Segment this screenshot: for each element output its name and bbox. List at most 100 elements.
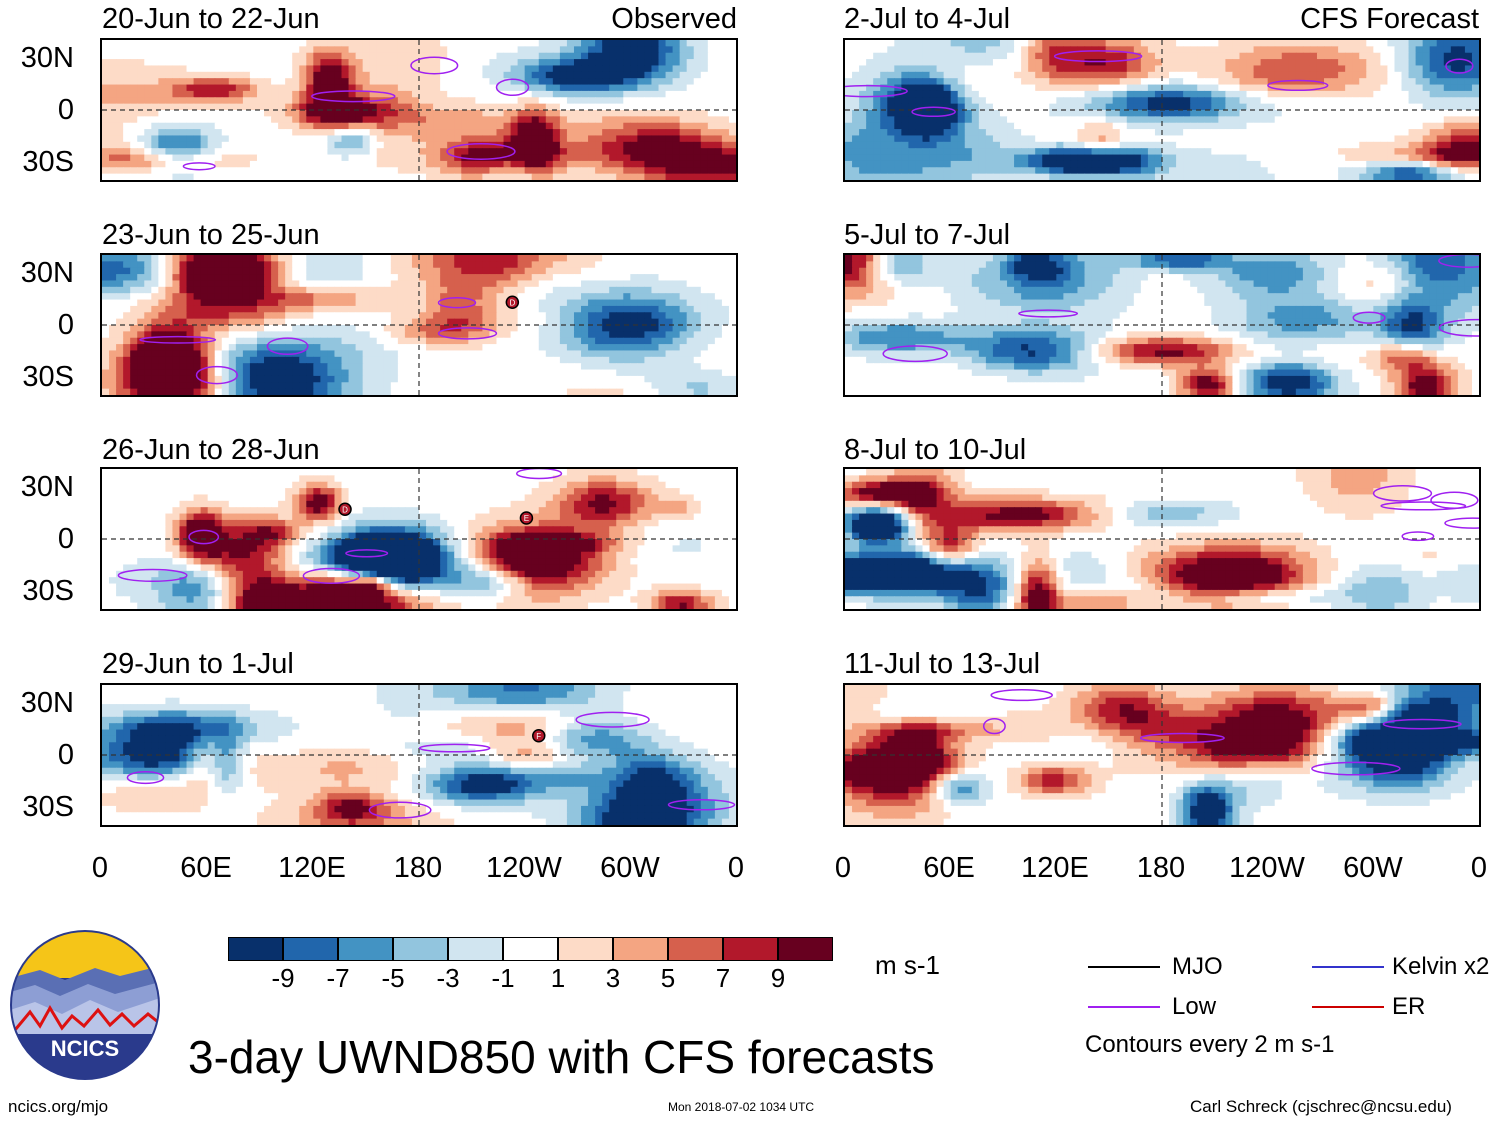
heatmap-cell bbox=[496, 267, 505, 275]
heatmap-cell bbox=[630, 299, 638, 307]
heatmap-cell bbox=[630, 71, 638, 79]
heatmap-cell bbox=[658, 481, 667, 489]
heatmap-cell bbox=[440, 116, 448, 124]
heatmap-cell bbox=[595, 382, 603, 390]
heatmap-cell bbox=[595, 350, 603, 358]
heatmap-cell bbox=[123, 481, 131, 489]
heatmap-cell bbox=[137, 481, 145, 489]
heatmap-cell bbox=[609, 148, 617, 156]
heatmap-cell bbox=[482, 141, 491, 149]
heatmap-cell bbox=[433, 135, 441, 143]
heatmap-cell bbox=[271, 261, 279, 269]
heatmap-cell bbox=[228, 160, 237, 168]
heatmap-cell bbox=[482, 375, 491, 383]
heatmap-cell bbox=[454, 255, 462, 262]
heatmap-cell bbox=[123, 488, 131, 496]
heatmap-cell bbox=[109, 475, 117, 483]
heatmap-cell bbox=[151, 46, 159, 54]
heatmap-cell bbox=[588, 293, 596, 301]
heatmap-cell bbox=[109, 154, 117, 162]
heatmap-cell bbox=[426, 500, 434, 508]
heatmap-cell bbox=[545, 52, 554, 60]
heatmap-cell bbox=[158, 84, 166, 92]
heatmap-cell bbox=[545, 382, 554, 390]
heatmap-cell bbox=[468, 475, 476, 483]
heatmap-cell bbox=[503, 274, 512, 282]
heatmap-cell bbox=[595, 369, 603, 377]
heatmap-cell bbox=[426, 350, 434, 358]
heatmap-cell bbox=[299, 356, 307, 364]
heatmap-cell bbox=[355, 255, 364, 262]
heatmap-cell bbox=[426, 519, 434, 527]
heatmap-cell bbox=[447, 356, 455, 364]
heatmap-cell bbox=[264, 331, 272, 339]
heatmap-cell bbox=[348, 337, 357, 345]
heatmap-cell bbox=[426, 122, 434, 130]
heatmap-cell bbox=[489, 382, 498, 390]
heatmap-cell bbox=[707, 312, 716, 320]
heatmap-cell bbox=[292, 167, 300, 175]
heatmap-cell bbox=[306, 382, 314, 390]
heatmap-cell bbox=[433, 363, 441, 371]
heatmap-cell bbox=[193, 59, 202, 67]
heatmap-cell bbox=[433, 103, 441, 111]
heatmap-cell bbox=[341, 267, 350, 275]
heatmap-cell bbox=[397, 116, 406, 124]
heatmap-cell bbox=[390, 519, 399, 527]
heatmap-cell bbox=[721, 52, 730, 60]
heatmap-cell bbox=[376, 286, 385, 294]
heatmap-cell bbox=[686, 305, 695, 313]
heatmap-cell bbox=[200, 84, 209, 92]
heatmap-cell bbox=[264, 274, 272, 282]
heatmap-cell bbox=[630, 312, 638, 320]
heatmap-cell bbox=[137, 141, 145, 149]
heatmap-cell bbox=[404, 71, 413, 79]
heatmap-cell bbox=[616, 325, 624, 332]
heatmap-cell bbox=[721, 388, 730, 395]
heatmap-cell bbox=[341, 135, 350, 143]
heatmap-cell bbox=[313, 160, 321, 168]
heatmap-cell bbox=[214, 526, 223, 534]
heatmap-cell bbox=[200, 513, 209, 521]
heatmap-cell bbox=[531, 494, 540, 502]
heatmap-cell bbox=[369, 286, 378, 294]
heatmap-cell bbox=[482, 148, 491, 156]
heatmap-cell bbox=[581, 65, 589, 73]
heatmap-cell bbox=[109, 363, 117, 371]
heatmap-cell bbox=[341, 65, 350, 73]
heatmap-cell bbox=[672, 363, 681, 371]
heatmap-cell bbox=[672, 160, 681, 168]
heatmap-cell bbox=[404, 318, 413, 326]
heatmap-cell bbox=[341, 481, 350, 489]
heatmap-cell bbox=[700, 481, 709, 489]
heatmap-cell bbox=[383, 513, 392, 521]
heatmap-cell bbox=[700, 40, 709, 47]
heatmap-cell bbox=[714, 78, 723, 86]
heatmap-cell bbox=[109, 255, 117, 262]
heatmap-cell bbox=[426, 141, 434, 149]
heatmap-cell bbox=[271, 52, 279, 60]
heatmap-cell bbox=[144, 325, 152, 332]
heatmap-cell bbox=[116, 78, 124, 86]
heatmap-cell bbox=[249, 255, 258, 262]
heatmap-cell bbox=[144, 532, 152, 540]
heatmap-cell bbox=[595, 375, 603, 383]
heatmap-cell bbox=[679, 261, 688, 269]
heatmap-cell bbox=[355, 52, 364, 60]
heatmap-cell bbox=[721, 122, 730, 130]
heatmap-cell bbox=[144, 481, 152, 489]
heatmap-cell bbox=[228, 488, 237, 496]
heatmap-cell bbox=[130, 375, 138, 383]
heatmap-cell bbox=[256, 135, 265, 143]
heatmap-cell bbox=[221, 388, 230, 395]
heatmap-cell bbox=[658, 84, 667, 92]
heatmap-cell bbox=[292, 110, 300, 117]
heatmap-cell bbox=[299, 526, 307, 534]
heatmap-cell bbox=[242, 84, 251, 92]
heatmap-cell bbox=[665, 507, 674, 515]
heatmap-cell bbox=[665, 350, 674, 358]
heatmap-cell bbox=[630, 103, 638, 111]
heatmap-cell bbox=[552, 325, 561, 332]
heatmap-cell bbox=[693, 507, 702, 515]
heatmap-cell bbox=[630, 160, 638, 168]
